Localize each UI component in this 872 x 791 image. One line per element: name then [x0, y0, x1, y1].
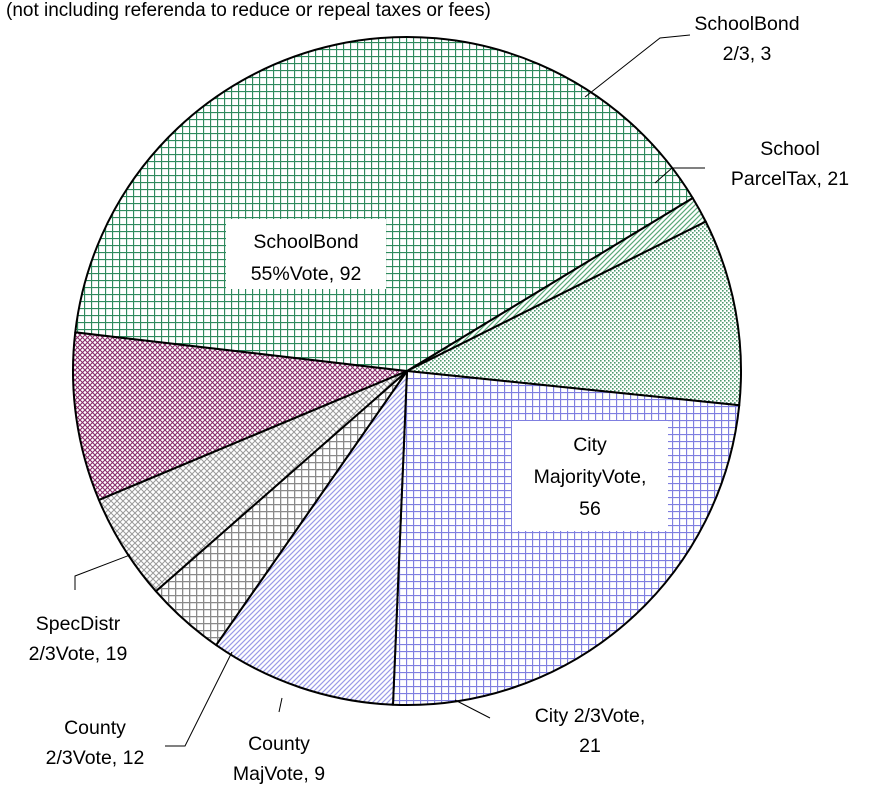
slice-city-majority-vote-label: City MajorityVote, 56 — [534, 434, 647, 520]
pie-slices — [72, 36, 742, 707]
slice-spec-distr-2-3-vote-leader-line — [74, 554, 131, 590]
slice-city-majority-vote-label-line: 56 — [579, 498, 601, 520]
slice-school-parcel-tax-leader-line — [654, 167, 705, 184]
slice-schoolbond-55-vote-label-line: 55%Vote, 92 — [251, 263, 362, 285]
slice-city-majority-vote-label-box — [512, 421, 668, 531]
slice-school-parcel-tax-label: School ParcelTax, 21 — [731, 138, 849, 190]
slice-schoolbond-2-3-leader-line — [584, 34, 691, 98]
slice-schoolbond-55-vote-label-line: SchoolBond — [253, 231, 358, 253]
slice-city-2-3-vote — [215, 370, 408, 706]
slice-county-maj-vote-label: County MajVote, 9 — [233, 733, 325, 785]
slice-schoolbond-2-3-label-line: 2/3, 3 — [723, 43, 772, 65]
slice-county-2-3-vote-label: County 2/3Vote, 12 — [46, 717, 145, 769]
slice-county-maj-vote-leader-line — [278, 697, 283, 713]
slice-county-maj-vote-label-line: County — [248, 733, 310, 755]
slice-county-2-3-vote-leader-line — [165, 651, 233, 747]
slice-county-maj-vote-label-line: MajVote, 9 — [233, 763, 325, 785]
slice-county-2-3-vote-label-line: County — [64, 717, 126, 739]
slice-labels: SchoolBond 2/3, 3 School ParcelTax, 21 City M… — [29, 13, 849, 785]
slice-school-parcel-tax — [406, 220, 742, 407]
slice-schoolbond-55-vote-label-box — [226, 219, 386, 289]
slice-schoolbond-2-3-label: SchoolBond 2/3, 3 — [694, 13, 799, 65]
slice-city-2-3-vote-label-line: 21 — [579, 735, 601, 757]
slice-spec-distr-2-3-vote — [72, 331, 408, 501]
slice-schoolbond-2-3-label-line: SchoolBond — [694, 13, 799, 35]
slice-city-2-3-vote-label-line: City 2/3Vote, — [535, 705, 646, 727]
leader-lines — [74, 34, 705, 747]
slice-spec-distr-2-3-vote-label: SpecDistr 2/3Vote, 19 — [29, 613, 128, 665]
slice-city-majority-vote-label-line: City — [573, 434, 607, 456]
slice-county-2-3-vote-label-line: 2/3Vote, 12 — [46, 747, 145, 769]
slice-spec-distr-2-3-vote-label-line: SpecDistr — [36, 613, 121, 635]
chart-subtitle: (not including referenda to reduce or re… — [6, 0, 491, 21]
slice-schoolbond-55-vote-label: SchoolBond 55%Vote, 92 — [251, 231, 362, 285]
slice-spec-distr-2-3-vote-label-line: 2/3Vote, 19 — [29, 643, 128, 665]
slice-school-parcel-tax-label-line: School — [760, 138, 820, 160]
slice-city-2-3-vote-label: City 2/3Vote, 21 — [535, 705, 646, 757]
slice-school-parcel-tax-label-line: ParcelTax, 21 — [731, 168, 849, 190]
slice-city-majority-vote-label-line: MajorityVote, — [534, 466, 647, 488]
slice-city-2-3-vote-leader-line — [454, 699, 491, 719]
